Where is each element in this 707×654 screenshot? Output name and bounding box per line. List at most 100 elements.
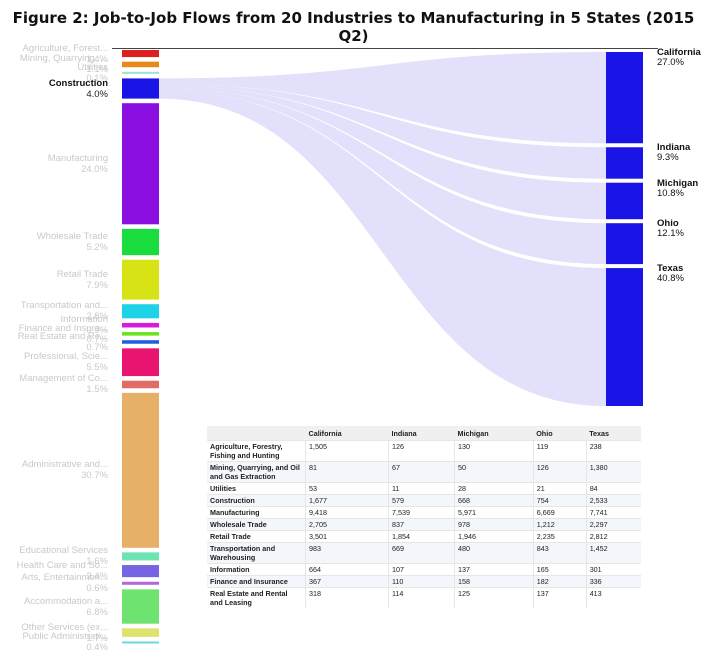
source-node-manufacturing[interactable]: [122, 103, 159, 225]
flow-construction-to-ohio[interactable]: [159, 87, 606, 265]
source-name: Wholesale Trade: [36, 231, 108, 243]
target-percent: 9.3%: [657, 152, 679, 164]
table-cell: 318: [305, 587, 389, 608]
source-nodes: [122, 50, 159, 644]
column-header-texas: Texas: [586, 426, 641, 441]
source-node-construction[interactable]: [122, 78, 159, 99]
target-node-ohio[interactable]: [606, 223, 643, 265]
table-cell: 2,533: [585, 494, 641, 507]
source-name: Finance and Insura...: [18, 322, 108, 334]
source-name: Transportation and...: [20, 300, 108, 312]
target-name: California: [657, 47, 701, 58]
table-cell: 67: [387, 461, 455, 483]
table-cell: 84: [585, 482, 641, 495]
table-cell: 11: [387, 482, 455, 495]
table-cell: 53: [305, 482, 389, 495]
target-node-texas[interactable]: [606, 268, 643, 406]
table-cell: 6,669: [532, 506, 587, 519]
target-label-michigan: Michigan 10.8%: [657, 178, 698, 199]
source-label-finance-and-insura: Finance and Insura... 0.7%: [19, 323, 108, 345]
table-cell: 2,235: [532, 530, 587, 543]
table-cell: 81: [305, 461, 389, 483]
table-cell: 1,854: [387, 530, 455, 543]
flow-table: California Indiana Michigan Ohio Texas Agric…: [207, 426, 641, 608]
column-header-michigan: Michigan: [454, 426, 534, 441]
target-label-indiana: Indiana 9.3%: [657, 143, 690, 163]
target-label-california: California 27.0%: [657, 48, 701, 68]
source-name: Management of Co...: [19, 373, 108, 385]
table-cell: 5,971: [454, 506, 534, 519]
source-percent: 1.4%: [86, 53, 108, 65]
target-nodes: [606, 52, 643, 406]
table-cell: 664: [305, 563, 389, 576]
target-node-michigan[interactable]: [606, 182, 643, 220]
source-percent: 0.6%: [86, 583, 108, 595]
source-percent: 1.6%: [86, 556, 108, 568]
table-cell: 3,501: [305, 530, 389, 543]
flow-construction-to-michigan[interactable]: [159, 85, 606, 220]
table-cell: 130: [454, 440, 534, 462]
source-node-administrative-and[interactable]: [122, 392, 159, 548]
source-label-information: Information 0.9%: [60, 314, 108, 336]
table-cell: 983: [305, 542, 389, 564]
table-header-row: California Indiana Michigan Ohio Texas: [207, 426, 641, 441]
source-percent: 6.8%: [86, 606, 108, 618]
table-cell: 2,812: [585, 530, 641, 543]
table-cell: 843: [532, 542, 587, 564]
table-cell: 137: [454, 563, 534, 576]
table-cell: 579: [387, 494, 455, 507]
table-cell: 754: [532, 494, 587, 507]
source-node-information[interactable]: [122, 322, 159, 328]
source-node-professional-scie[interactable]: [122, 348, 159, 377]
row-header: Agriculture, Forestry, Fishing and Hunti…: [207, 440, 306, 462]
chart-title: Figure 2: Job-to-Job Flows from 20 Indus…: [12, 9, 695, 45]
source-node-arts-entertainmen[interactable]: [122, 581, 159, 585]
source-node-other-services-ex[interactable]: [122, 628, 159, 637]
source-node-retail-trade[interactable]: [122, 259, 159, 300]
source-node-utilities[interactable]: [122, 71, 159, 74]
column-header-ohio: Ohio: [533, 426, 587, 441]
row-header: Manufacturing: [207, 506, 306, 519]
source-percent: 5.2%: [86, 242, 108, 254]
source-node-finance-and-insura[interactable]: [122, 332, 159, 336]
source-node-accommodation-a[interactable]: [122, 589, 159, 624]
source-name: Accommodation a...: [24, 595, 108, 607]
table-cell: 336: [585, 575, 641, 588]
source-label-wholesale-trade: Wholesale Trade 5.2%: [37, 231, 108, 253]
source-node-wholesale-trade[interactable]: [122, 228, 159, 256]
target-node-indiana[interactable]: [606, 147, 643, 179]
table-cell: 50: [454, 461, 534, 483]
source-node-public-administrati[interactable]: [122, 641, 159, 644]
table-cell: 2,297: [585, 518, 641, 531]
source-name: Other Services (ex...: [21, 621, 108, 633]
row-header: Information: [207, 563, 306, 576]
target-node-california[interactable]: [606, 52, 643, 144]
flow-construction-to-texas[interactable]: [159, 90, 606, 407]
source-node-educational-services[interactable]: [122, 552, 159, 561]
table-cell: 114: [387, 587, 455, 608]
source-label-professional-scie: Professional, Scie... 5.5%: [24, 351, 108, 373]
source-percent: 0.9%: [86, 325, 108, 337]
source-node-mining-quarrying[interactable]: [122, 61, 159, 68]
source-node-transportation-and[interactable]: [122, 304, 159, 319]
source-label-retail-trade: Retail Trade 7.9%: [57, 269, 108, 291]
source-node-real-estate-and-re[interactable]: [122, 340, 159, 344]
flow-construction-to-indiana[interactable]: [159, 83, 606, 179]
table-cell: 668: [454, 494, 534, 507]
target-percent: 40.8%: [657, 273, 684, 285]
flow-construction-to-california[interactable]: [159, 52, 606, 144]
source-label-arts-entertainmen: Arts, Entertainmen... 0.6%: [21, 572, 108, 594]
table-cell: 182: [532, 575, 587, 588]
row-header: Utilities: [207, 482, 306, 495]
source-name: Information: [60, 314, 108, 326]
source-label-accommodation-a: Accommodation a... 6.8%: [24, 596, 108, 618]
source-node-management-of-co[interactable]: [122, 380, 159, 389]
source-node-agriculture-forest[interactable]: [122, 50, 159, 58]
table-row: Transportation and Warehousing 983 669 480 8…: [207, 542, 641, 564]
source-percent: 2.8%: [86, 311, 108, 323]
source-name: Educational Services: [19, 545, 108, 557]
source-node-health-care-and-so[interactable]: [122, 565, 159, 578]
source-label-educational-services: Educational Services 1.6%: [19, 545, 108, 567]
source-name: Mining, Quarrying, ...: [19, 53, 108, 65]
